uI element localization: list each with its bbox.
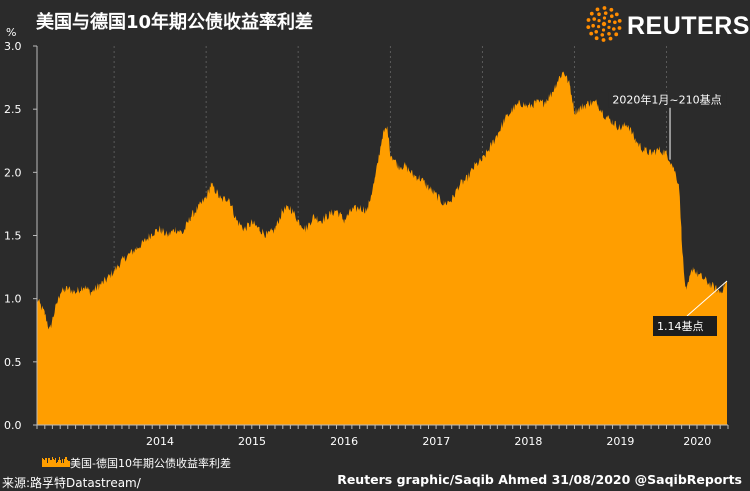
legend-swatch-bar <box>69 461 70 467</box>
logo-dot <box>594 36 599 41</box>
logo-dot <box>617 26 622 30</box>
y-tick-label: 2.5 <box>4 103 22 116</box>
logo-dot <box>586 18 591 22</box>
x-tick-label-2018: 2018 <box>514 435 542 448</box>
logo-dot <box>595 7 600 12</box>
legend-swatch-bar <box>62 459 63 467</box>
logo-dot <box>611 27 616 31</box>
legend-swatch-bar <box>47 463 48 467</box>
logo-dot <box>591 23 595 28</box>
y-tick-label: 2.0 <box>4 166 22 179</box>
legend-swatch-bar <box>66 457 67 467</box>
y-tick-label: 0.0 <box>4 419 22 432</box>
logo-dot <box>613 20 617 25</box>
reuters-logo-icon <box>586 6 622 42</box>
legend-swatch-bar <box>48 458 49 467</box>
logo-dot <box>594 29 599 34</box>
annotation-bg-jan2020 <box>608 91 727 108</box>
legend-label: 美国-德国10年期公债收益率利差 <box>70 456 231 470</box>
logo-dot <box>597 12 601 16</box>
logo-dot <box>617 18 622 23</box>
legend-swatch-bar <box>60 460 61 467</box>
x-tick-label-2016: 2016 <box>330 435 358 448</box>
annotation-leader-latest <box>686 280 728 317</box>
legend-swatch-bar <box>56 463 57 467</box>
x-tick-label-2015: 2015 <box>238 435 266 448</box>
legend-swatch-bar <box>59 457 60 467</box>
legend-swatch-bar <box>43 459 44 467</box>
annotation-box-latest <box>653 316 717 336</box>
y-tick-label: 0.5 <box>4 356 22 369</box>
reuters-brand: REUTERS <box>584 4 749 44</box>
x-tick-label-2014: 2014 <box>146 435 174 448</box>
logo-dot <box>609 14 614 19</box>
logo-dot-center <box>601 21 607 27</box>
y-tick-label: 3.0 <box>4 40 22 53</box>
legend-swatch-bar <box>68 461 69 467</box>
legend: 美国-德国10年期公债收益率利差 <box>42 456 231 470</box>
legend-swatch-bar <box>67 460 68 467</box>
legend-swatch-bar <box>42 458 43 467</box>
logo-dot <box>614 32 619 37</box>
x-axis: 2014 2015 2016 2017 2018 2019 2020 <box>36 424 729 448</box>
legend-swatch-bar <box>46 458 47 467</box>
y-axis: 0.0 0.5 1.0 1.5 2.0 2.5 3.0 <box>4 40 38 432</box>
legend-swatch-bar <box>55 458 56 467</box>
graphic-credit: Reuters graphic/Saqib Ahmed 31/08/2020 @… <box>337 472 742 487</box>
annotation-latest: 1.14基点 <box>657 320 704 333</box>
logo-dot <box>602 6 607 10</box>
legend-swatch-bar <box>51 460 52 467</box>
source-note: 来源:路孚特Datastream/ <box>2 476 141 490</box>
legend-swatch-bar <box>58 460 59 467</box>
chart-title: 美国与德国10年期公债收益率利差 <box>36 12 314 33</box>
legend-swatch-bar <box>54 460 55 467</box>
logo-dot <box>603 11 608 15</box>
legend-swatch-bar <box>64 459 65 467</box>
logo-dot <box>607 25 611 29</box>
logo-dot <box>608 36 613 41</box>
brand-name: REUTERS <box>627 12 750 40</box>
y-axis-unit: % <box>6 26 16 39</box>
logo-dot <box>607 32 611 36</box>
logo-dot <box>601 38 606 42</box>
logo-dot <box>609 7 614 12</box>
logo-dot <box>597 19 601 23</box>
y-tick-label: 1.0 <box>4 293 22 306</box>
y-tick-label: 1.5 <box>4 230 22 243</box>
legend-swatch-bar <box>57 462 58 467</box>
logo-dot <box>601 28 606 32</box>
legend-swatch <box>42 457 70 467</box>
legend-swatch-bar <box>61 463 62 467</box>
x-tick-label-2020: 2020 <box>683 435 711 448</box>
logo-dot <box>600 33 605 37</box>
logo-dot <box>589 31 594 36</box>
x-tick-label-2017: 2017 <box>422 435 450 448</box>
x-tick-label-2019: 2019 <box>606 435 634 448</box>
logo-dot <box>607 19 612 24</box>
chart-annotations: 2020年1月~210基点 1.14基点 <box>608 91 728 336</box>
legend-swatch-bar <box>44 460 45 467</box>
spread-area <box>37 71 727 425</box>
logo-dot <box>614 12 619 17</box>
logo-dot <box>589 11 594 16</box>
legend-swatch-bar <box>45 458 46 467</box>
annotation-jan2020: 2020年1月~210基点 <box>612 93 721 107</box>
legend-swatch-bar <box>65 457 66 467</box>
legend-swatch-bar <box>52 457 53 467</box>
legend-swatch-bar <box>50 460 51 467</box>
legend-swatch-bar <box>63 463 64 467</box>
logo-dot <box>596 24 601 29</box>
logo-dot <box>602 16 607 20</box>
logo-dot <box>586 25 591 30</box>
logo-dot <box>592 17 597 21</box>
legend-swatch-bar <box>53 459 54 467</box>
legend-swatch-bar <box>49 458 50 467</box>
